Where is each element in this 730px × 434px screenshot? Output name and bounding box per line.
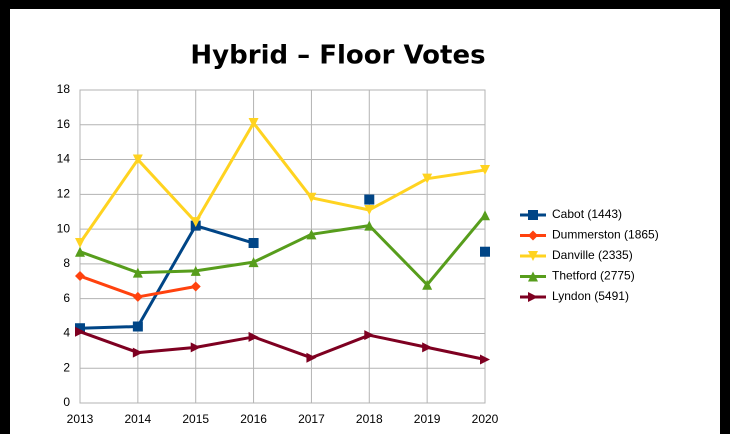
point-marker <box>480 354 490 365</box>
legend-marker <box>528 230 538 241</box>
y-tick-label: 4 <box>63 326 70 340</box>
y-tick-label: 8 <box>63 256 70 270</box>
point-marker <box>480 164 490 175</box>
y-tick-label: 18 <box>57 82 71 96</box>
legend-label: Danville (2335) <box>552 248 633 262</box>
point-marker <box>75 246 85 257</box>
point-marker <box>248 257 259 268</box>
point-marker <box>132 321 143 332</box>
x-tick-label: 2016 <box>240 412 267 426</box>
point-marker <box>248 118 259 129</box>
point-marker <box>364 194 375 205</box>
point-marker <box>364 204 375 215</box>
point-marker <box>306 192 317 203</box>
legend-label: Thetford (2775) <box>552 269 635 283</box>
point-marker <box>364 330 375 341</box>
y-tick-label: 14 <box>57 152 71 166</box>
x-tick-label: 2019 <box>414 412 441 426</box>
point-marker <box>190 281 201 292</box>
point-marker <box>248 238 259 249</box>
point-marker <box>190 217 201 228</box>
point-marker <box>75 326 85 337</box>
point-marker <box>190 265 201 276</box>
point-marker <box>190 342 201 353</box>
point-marker <box>364 220 375 231</box>
x-tick-label: 2020 <box>472 412 499 426</box>
point-marker <box>422 173 433 184</box>
legend-label: Dummerston (1865) <box>552 228 659 242</box>
point-marker <box>132 291 143 302</box>
x-tick-label: 2014 <box>125 412 152 426</box>
legend-marker <box>528 292 538 302</box>
series-line <box>78 121 486 244</box>
y-tick-label: 2 <box>63 360 70 374</box>
y-tick-label: 16 <box>57 117 71 131</box>
legend-marker <box>528 251 538 261</box>
y-tick-label: 0 <box>63 395 70 409</box>
point-marker <box>480 210 490 221</box>
point-marker <box>480 246 490 257</box>
y-tick-label: 6 <box>63 291 70 305</box>
y-tick-label: 10 <box>57 221 71 235</box>
point-marker <box>306 229 317 240</box>
legend-label: Lyndon (5491) <box>552 289 629 303</box>
series-line <box>79 214 487 287</box>
legend-label: Cabot (1443) <box>552 207 622 221</box>
point-marker <box>306 352 317 363</box>
x-tick-label: 2013 <box>67 412 94 426</box>
point-marker <box>75 271 85 282</box>
point-marker <box>248 331 259 342</box>
x-tick-label: 2018 <box>356 412 383 426</box>
x-tick-label: 2017 <box>298 412 325 426</box>
point-marker <box>132 267 143 278</box>
point-marker <box>132 154 143 165</box>
chart-title: Hybrid – Floor Votes <box>190 41 485 71</box>
slide <box>10 9 720 434</box>
legend-marker <box>528 271 538 282</box>
series-line <box>79 330 486 361</box>
point-marker <box>75 238 85 249</box>
y-tick-label: 12 <box>57 187 71 201</box>
x-tick-label: 2015 <box>182 412 209 426</box>
legend-marker <box>528 210 538 220</box>
point-marker <box>132 347 143 358</box>
point-marker <box>422 342 433 353</box>
point-marker <box>422 279 433 290</box>
